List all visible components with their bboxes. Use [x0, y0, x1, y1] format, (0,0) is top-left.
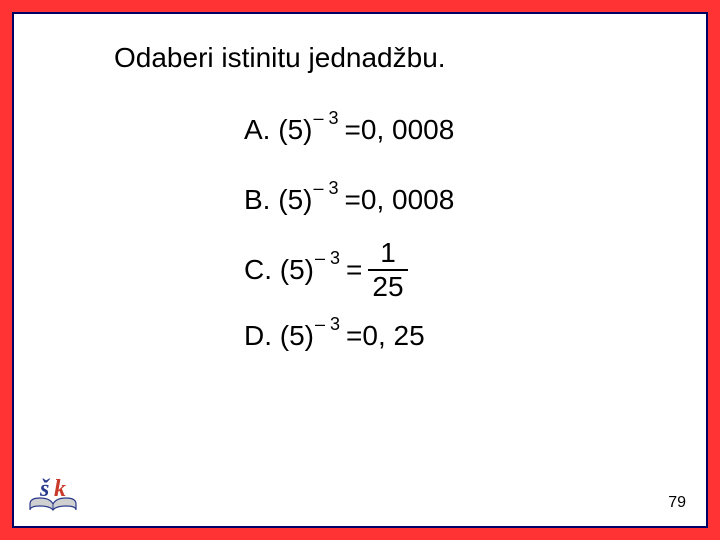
option-c-numerator: 1: [376, 239, 400, 267]
option-b-rhs: 0, 0008: [361, 184, 454, 216]
option-c-fraction: 1 25: [368, 239, 407, 301]
option-b-equals: =: [345, 184, 361, 216]
option-a-rhs: 0, 0008: [361, 114, 454, 146]
option-b: B. (5) – 3 = 0, 0008: [244, 182, 666, 218]
option-c-expr: (5) – 3: [280, 256, 346, 284]
option-a-base: (5): [278, 116, 312, 144]
option-d: D. (5) – 3 = 0, 25: [244, 318, 666, 354]
option-a-equals: =: [345, 114, 361, 146]
option-d-expr: (5) – 3: [280, 322, 346, 350]
svg-text:š: š: [39, 476, 51, 502]
publisher-logo: š k: [28, 468, 78, 514]
option-c-letter: C.: [244, 254, 272, 286]
option-d-rhs: 0, 25: [362, 320, 424, 352]
option-c-denominator: 25: [368, 273, 407, 301]
question-title: Odaberi istinitu jednadžbu.: [114, 42, 666, 74]
option-a-letter: A.: [244, 114, 270, 146]
option-d-equals: =: [346, 320, 362, 352]
option-b-exponent: – 3: [313, 178, 338, 199]
option-a-expr: (5) – 3: [278, 116, 344, 144]
option-d-letter: D.: [244, 320, 272, 352]
slide-frame: Odaberi istinitu jednadžbu. A. (5) – 3 =…: [12, 12, 708, 528]
option-b-base: (5): [278, 186, 312, 214]
option-c: C. (5) – 3 = 1 25: [244, 252, 666, 288]
options-container: A. (5) – 3 = 0, 0008 B. (5) – 3 = 0, 000…: [244, 112, 666, 354]
svg-text:k: k: [54, 476, 66, 502]
option-a: A. (5) – 3 = 0, 0008: [244, 112, 666, 148]
page-number: 79: [668, 494, 686, 512]
option-d-exponent: – 3: [315, 314, 340, 335]
option-c-base: (5): [280, 256, 314, 284]
option-b-letter: B.: [244, 184, 270, 216]
option-a-exponent: – 3: [313, 108, 338, 129]
option-c-exponent: – 3: [315, 248, 340, 269]
option-c-equals: =: [346, 254, 362, 286]
option-d-base: (5): [280, 322, 314, 350]
option-b-expr: (5) – 3: [278, 186, 344, 214]
